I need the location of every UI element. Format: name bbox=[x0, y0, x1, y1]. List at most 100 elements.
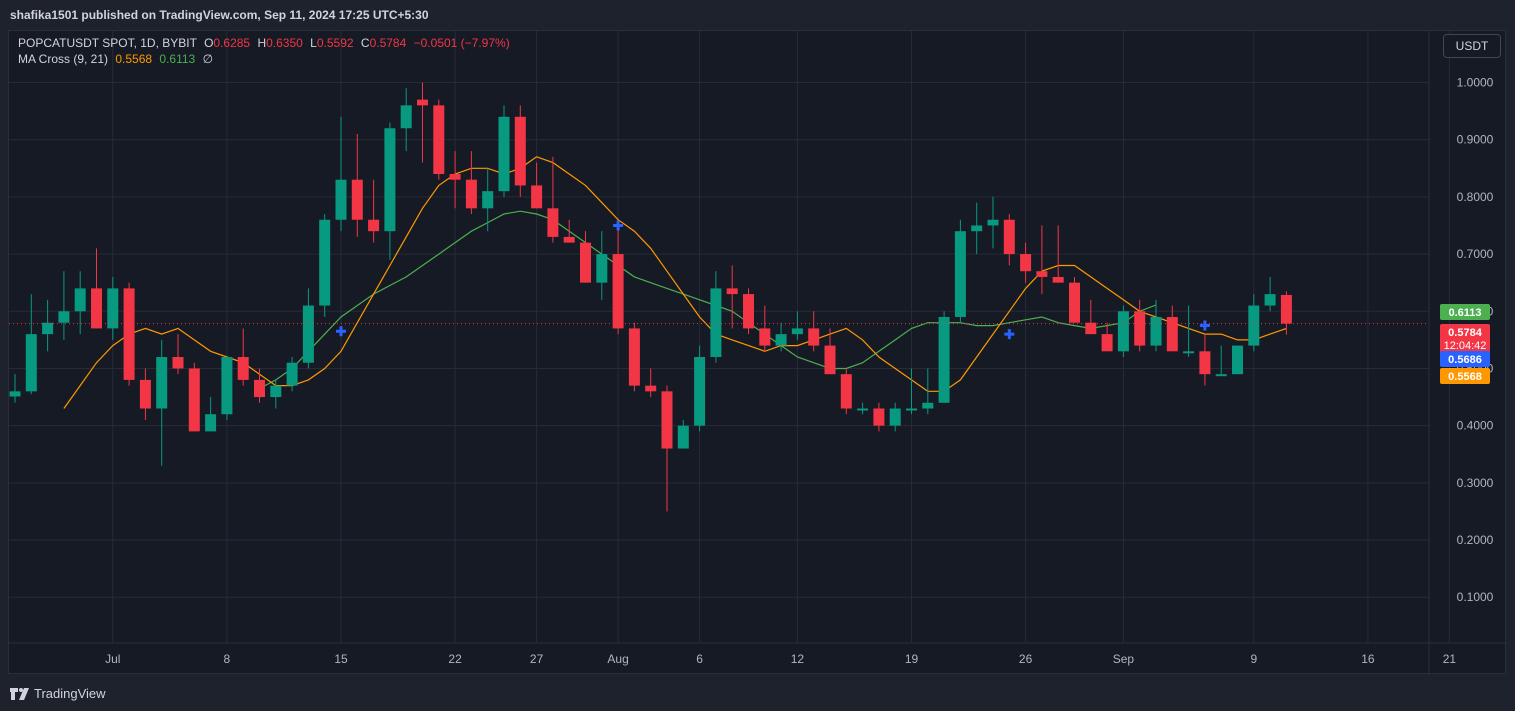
candle-up bbox=[498, 116, 510, 192]
price-badge-text: 0.5568 bbox=[1448, 371, 1482, 383]
candle-down bbox=[433, 105, 445, 174]
legend-low-value: 0.5592 bbox=[316, 36, 354, 50]
candle-down bbox=[628, 328, 640, 386]
candle-up bbox=[987, 219, 999, 226]
candle-up bbox=[677, 425, 689, 449]
candle-up bbox=[1264, 294, 1276, 306]
legend-ma: MA Cross (9, 21) 0.5568 0.6113 ∅ bbox=[18, 52, 213, 66]
candle-up bbox=[286, 362, 298, 386]
candle-up bbox=[156, 357, 168, 409]
candle-up bbox=[791, 328, 803, 335]
candle-down bbox=[840, 374, 852, 409]
candle-up bbox=[9, 391, 21, 397]
candle-up bbox=[205, 414, 217, 432]
candle-up bbox=[922, 402, 934, 409]
x-tick-label: 12 bbox=[791, 652, 805, 666]
ma-cross-marker bbox=[336, 326, 346, 337]
ma-cross-marker bbox=[1004, 329, 1015, 340]
candle-up bbox=[221, 357, 233, 415]
candle-down bbox=[1166, 316, 1178, 352]
candle-down bbox=[661, 391, 673, 449]
candle-up bbox=[1183, 351, 1195, 354]
candle-down bbox=[726, 288, 738, 295]
chart-canvas[interactable]: 1.00000.90000.80000.70000.60000.50000.40… bbox=[9, 31, 1507, 675]
candle-down bbox=[449, 173, 461, 180]
candle-up bbox=[42, 322, 54, 335]
legend-symbol: POPCATUSDT SPOT, 1D, BYBIT bbox=[18, 36, 197, 50]
candle-up bbox=[74, 288, 86, 312]
x-tick-label: Sep bbox=[1113, 652, 1135, 666]
x-tick-label: Jul bbox=[105, 652, 120, 666]
y-tick-label: 0.8000 bbox=[1457, 190, 1494, 204]
candle-up bbox=[889, 408, 901, 426]
legend-change: −0.0501 (−7.97%) bbox=[413, 36, 510, 50]
tradingview-logo[interactable]: TradingView bbox=[10, 686, 106, 701]
candle-down bbox=[139, 379, 151, 409]
candle-up bbox=[938, 316, 950, 403]
candle-down bbox=[254, 379, 265, 398]
ma-cross-marker bbox=[613, 220, 624, 231]
candle-up bbox=[1232, 345, 1243, 375]
candle-up bbox=[857, 408, 869, 411]
candle-up bbox=[25, 334, 37, 392]
candle-up bbox=[954, 231, 966, 317]
candle-up bbox=[319, 219, 331, 306]
legend-high-label: H bbox=[257, 36, 267, 50]
x-tick-label: 26 bbox=[1019, 652, 1033, 666]
candle-up bbox=[1248, 305, 1260, 346]
candle-down bbox=[1052, 276, 1064, 283]
legend-ma-extra: ∅ bbox=[202, 52, 214, 66]
candle-down bbox=[563, 236, 575, 243]
y-tick-label: 0.7000 bbox=[1457, 247, 1494, 261]
ma-cross-marker bbox=[1199, 320, 1210, 331]
legend-close-label: C bbox=[360, 36, 370, 50]
candle-up bbox=[1117, 311, 1129, 352]
countdown-text: 12:04:42 bbox=[1444, 340, 1487, 352]
candle-up bbox=[775, 334, 787, 346]
candle-down bbox=[824, 345, 836, 375]
x-tick-label: 22 bbox=[448, 652, 462, 666]
candle-down bbox=[1101, 334, 1113, 352]
candle-down bbox=[172, 357, 184, 369]
price-badge bbox=[1440, 304, 1490, 320]
candle-down bbox=[531, 185, 543, 209]
x-tick-label: 8 bbox=[224, 652, 231, 666]
candle-up bbox=[384, 128, 396, 232]
x-tick-label: 21 bbox=[1443, 652, 1457, 666]
candle-down bbox=[465, 179, 477, 209]
candle-up bbox=[1150, 316, 1162, 346]
x-tick-label: Aug bbox=[607, 652, 628, 666]
x-tick-label: 16 bbox=[1361, 652, 1375, 666]
currency-button[interactable]: USDT bbox=[1443, 34, 1501, 58]
legend-low-label: L bbox=[310, 36, 317, 50]
publish-info: shafika1501 published on TradingView.com… bbox=[10, 8, 429, 22]
candle-down bbox=[808, 328, 820, 346]
x-tick-label: 15 bbox=[334, 652, 348, 666]
y-tick-label: 0.2000 bbox=[1457, 533, 1494, 547]
candle-down bbox=[123, 288, 135, 380]
candle-down bbox=[1036, 271, 1048, 277]
candle-down bbox=[91, 288, 102, 329]
candle-down bbox=[1069, 282, 1080, 323]
legend-ma-slow-value: 0.6113 bbox=[159, 52, 196, 66]
candle-up bbox=[710, 288, 722, 358]
tradingview-logo-icon bbox=[10, 687, 29, 700]
legend-high-value: 0.6350 bbox=[266, 36, 303, 50]
ma-slow-line bbox=[259, 210, 1157, 390]
candle-up bbox=[906, 408, 917, 411]
candle-up bbox=[400, 105, 412, 129]
x-tick-label: 19 bbox=[905, 652, 919, 666]
chart-panel[interactable]: 1.00000.90000.80000.70000.60000.50000.40… bbox=[8, 30, 1507, 675]
legend-close-value: 0.5784 bbox=[369, 36, 407, 50]
candle-down bbox=[1199, 351, 1211, 375]
candle-down bbox=[743, 294, 754, 329]
y-tick-label: 0.9000 bbox=[1457, 133, 1494, 147]
candle-down bbox=[547, 208, 559, 237]
legend-open-value: 0.6285 bbox=[213, 36, 251, 50]
x-tick-label: 6 bbox=[696, 652, 703, 666]
candle-up bbox=[596, 254, 608, 283]
y-tick-label: 0.4000 bbox=[1457, 419, 1494, 433]
legend-ohlc: POPCATUSDT SPOT, 1D, BYBIT O0.6285 H0.63… bbox=[18, 36, 510, 50]
price-badge bbox=[1440, 324, 1490, 354]
footer-brand: TradingView bbox=[34, 686, 106, 701]
